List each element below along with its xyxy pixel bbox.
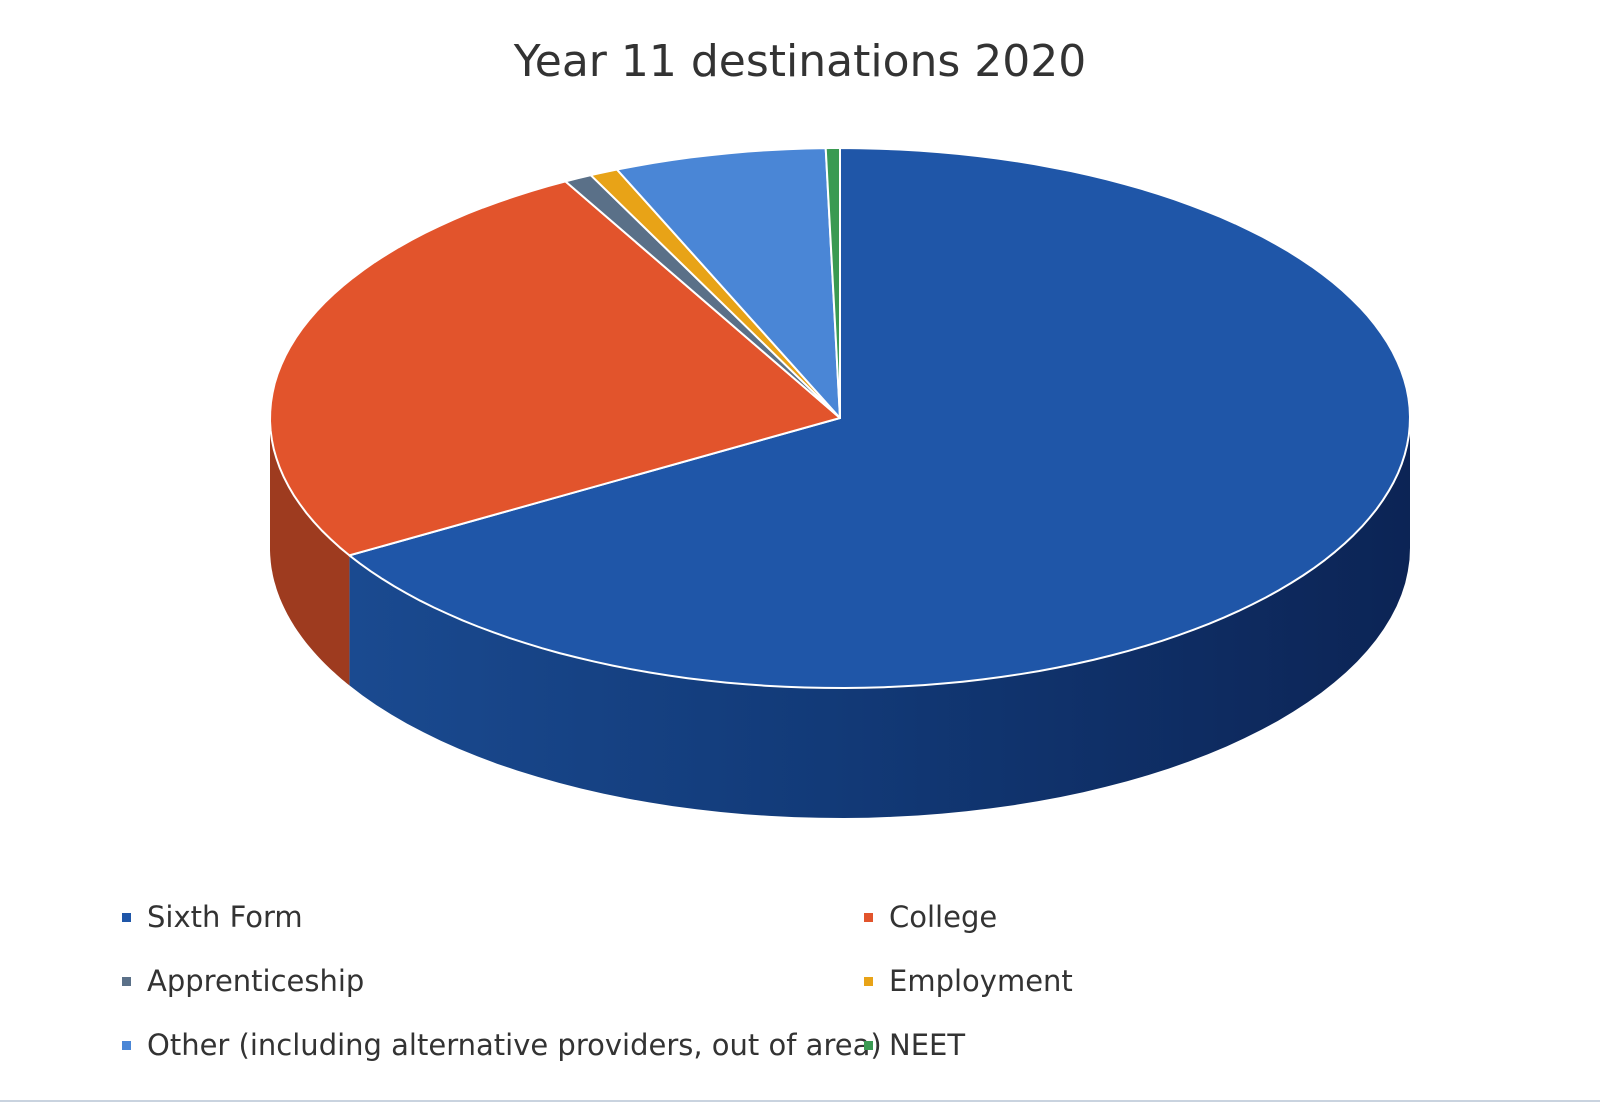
legend-swatch bbox=[864, 1040, 873, 1050]
pie-slice-sixth bbox=[348, 147, 1411, 689]
pie-slice-other bbox=[615, 147, 841, 419]
legend-label: Apprenticeship bbox=[147, 964, 365, 998]
legend-swatch bbox=[122, 912, 131, 922]
legend-label: College bbox=[889, 900, 998, 934]
legend-item-college: College bbox=[864, 900, 997, 934]
legend-label: NEET bbox=[889, 1028, 966, 1062]
legend-item-other: Other (including alternative providers, … bbox=[122, 1028, 882, 1062]
legend-swatch bbox=[864, 912, 873, 922]
legend-item-apprenticeship: Apprenticeship bbox=[122, 964, 364, 998]
chart-title: Year 11 destinations 2020 bbox=[513, 36, 1087, 87]
legend-label: Sixth Form bbox=[147, 900, 303, 934]
page-rule bbox=[0, 1100, 1600, 1102]
legend-swatch bbox=[122, 976, 131, 986]
pie-tops bbox=[269, 147, 1411, 689]
legend-item-neet: NEET bbox=[864, 1028, 965, 1062]
legend-item-sixth: Sixth Form bbox=[122, 900, 303, 934]
pie-sides bbox=[270, 418, 1410, 818]
pie-slice-college bbox=[269, 180, 841, 557]
legend-swatch bbox=[122, 1040, 131, 1050]
legend-label: Other (including alternative providers, … bbox=[147, 1028, 882, 1062]
legend-item-employment: Employment bbox=[864, 964, 1073, 998]
legend-swatch bbox=[864, 976, 873, 986]
legend-label: Employment bbox=[889, 964, 1073, 998]
pie-side-college bbox=[270, 418, 350, 686]
pie-side-sixth bbox=[349, 418, 1410, 818]
pie-slice-neet bbox=[824, 147, 841, 419]
